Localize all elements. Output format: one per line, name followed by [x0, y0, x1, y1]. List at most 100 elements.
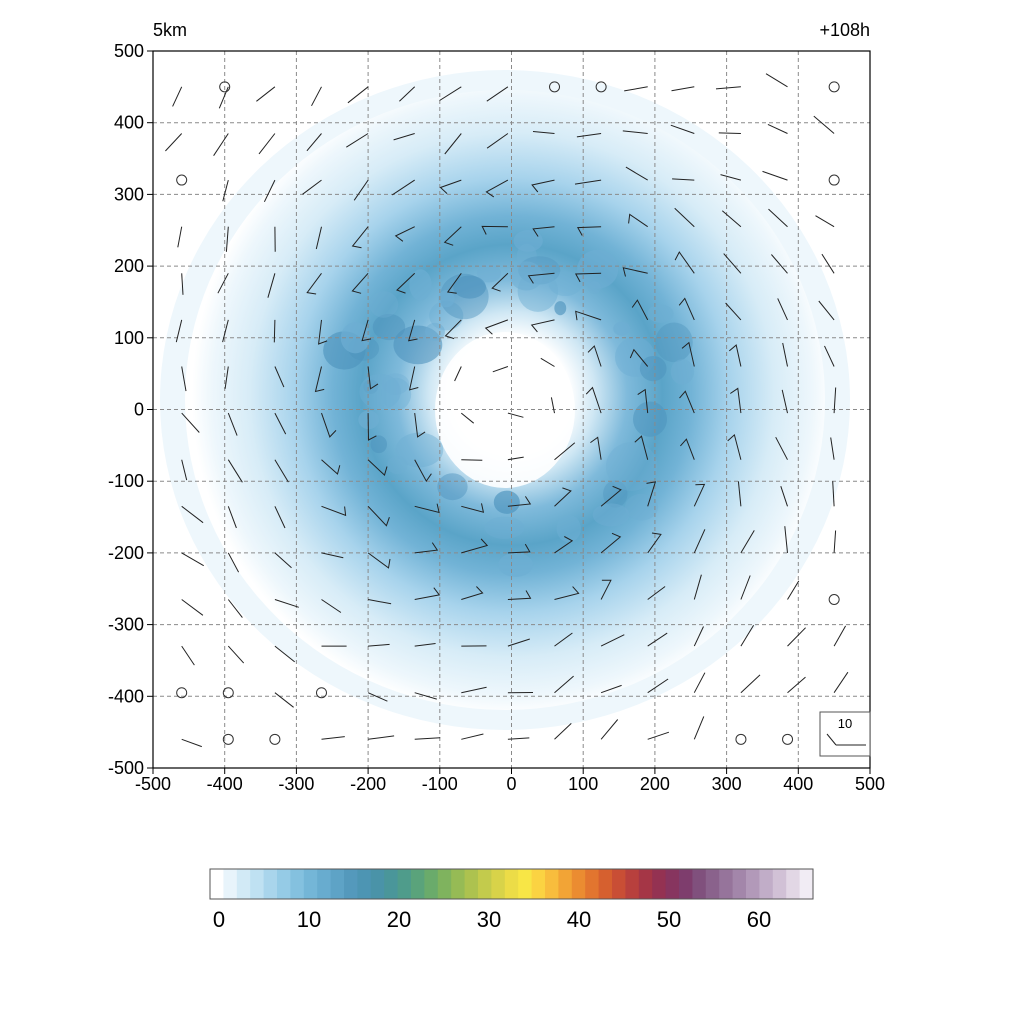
wind-barb — [367, 459, 388, 477]
colorbar-swatch — [652, 869, 667, 899]
level-label: 5km — [153, 20, 187, 40]
wind-barb — [600, 485, 622, 507]
convective-cell — [395, 432, 444, 468]
calm-wind-circle — [828, 174, 840, 186]
wind-barb — [818, 300, 835, 321]
wind-barb — [414, 413, 426, 438]
wind-barb — [587, 345, 602, 367]
wind-barb — [274, 692, 294, 708]
colorbar-tick-label: 10 — [297, 907, 321, 932]
wind-barb — [728, 344, 742, 367]
wind-barb — [318, 319, 328, 345]
colorbar-tick-label: 0 — [213, 907, 225, 932]
wind-barb — [274, 412, 287, 435]
wind-barb — [730, 387, 742, 414]
wind-barb — [723, 253, 742, 274]
wind-barb — [181, 552, 204, 567]
convective-cell — [647, 304, 674, 323]
wind-barb — [213, 133, 229, 156]
wind-barb — [740, 674, 761, 694]
wind-barb — [718, 132, 741, 134]
calm-wind-circle — [735, 733, 747, 745]
convective-cell — [632, 401, 668, 437]
wind-barb — [274, 366, 285, 388]
convective-cells — [323, 230, 695, 577]
convective-cell — [639, 355, 667, 382]
wind-barb — [222, 179, 229, 202]
wind-barb — [765, 73, 788, 88]
x-tick-labels: -500 -400 -300 -200 -100 0 100 200 300 400 500 — [135, 768, 885, 794]
wind-barb — [740, 575, 751, 600]
wind-barb — [346, 133, 369, 148]
y-tick-label: 400 — [114, 113, 144, 133]
colorbar-swatch — [263, 869, 278, 899]
wind-barb — [321, 736, 345, 740]
wind-barb — [532, 131, 555, 134]
wind-barb — [274, 645, 296, 663]
colorbar-swatch — [464, 869, 479, 899]
y-tick-label: -100 — [108, 471, 144, 491]
colorbar-swatch — [411, 869, 425, 899]
wind-barb — [574, 272, 602, 283]
wind-barb — [367, 552, 391, 569]
wind-barb — [227, 599, 243, 618]
wind-barb — [574, 179, 602, 185]
convective-cell — [429, 300, 464, 331]
colorbar — [210, 869, 814, 899]
colorbar-swatch — [504, 869, 519, 899]
wind-barb — [414, 542, 439, 554]
calm-wind-circle — [549, 81, 561, 93]
wind-barb — [507, 737, 530, 740]
wind-barb — [787, 627, 806, 647]
wind-barb — [165, 133, 183, 152]
wind-barb — [367, 505, 390, 527]
wind-barb — [647, 731, 670, 740]
y-tick-label: -200 — [108, 543, 144, 563]
wind-barb — [768, 208, 788, 228]
colorbar-swatch — [290, 869, 305, 899]
wind-barb — [181, 599, 204, 616]
wind-barb — [507, 456, 524, 461]
wind-barb — [181, 645, 195, 666]
wind-barb — [784, 526, 788, 553]
colorbar-swatch — [585, 869, 600, 899]
y-tick-labels: 500 400 300 200 100 0 -100 -200 -300 -400 -500 — [108, 41, 153, 778]
calm-wind-circle — [782, 733, 794, 745]
wind-barb — [833, 671, 849, 693]
colorbar-swatch — [303, 869, 318, 899]
x-tick-label: -400 — [207, 774, 243, 794]
x-tick-label: 500 — [855, 774, 885, 794]
wind-barb — [218, 86, 229, 109]
colorbar-swatch — [759, 869, 774, 899]
wind-barb — [321, 599, 342, 613]
wind-barb — [634, 435, 649, 460]
wind-barb — [484, 319, 509, 335]
wind-barb — [321, 552, 344, 559]
wind-barb — [181, 459, 188, 481]
wind-barb — [258, 133, 276, 155]
convective-cell — [548, 271, 583, 297]
x-tick-label: -100 — [422, 774, 458, 794]
colorbar-swatch — [545, 869, 559, 899]
wind-barb — [172, 86, 183, 107]
wind-barb — [832, 481, 835, 507]
wind-barb — [833, 387, 837, 414]
convective-cell — [370, 435, 388, 454]
wind-barb — [693, 483, 706, 507]
wind-barb — [600, 719, 619, 740]
convective-cell — [381, 373, 410, 395]
colorbar-tick-label: 40 — [567, 907, 591, 932]
wind-barb — [461, 733, 484, 740]
wind-barb — [679, 390, 695, 414]
wind-barb — [637, 388, 649, 414]
colorbar-swatch — [705, 869, 720, 899]
wind-barb — [781, 389, 788, 414]
wind-barb — [554, 442, 576, 461]
y-tick-label: -300 — [108, 615, 144, 635]
convective-cell — [577, 249, 619, 289]
wind-barb — [461, 503, 485, 513]
colorbar-swatch — [250, 869, 265, 899]
colorbar-swatch — [384, 869, 399, 899]
wind-barb — [815, 215, 835, 228]
